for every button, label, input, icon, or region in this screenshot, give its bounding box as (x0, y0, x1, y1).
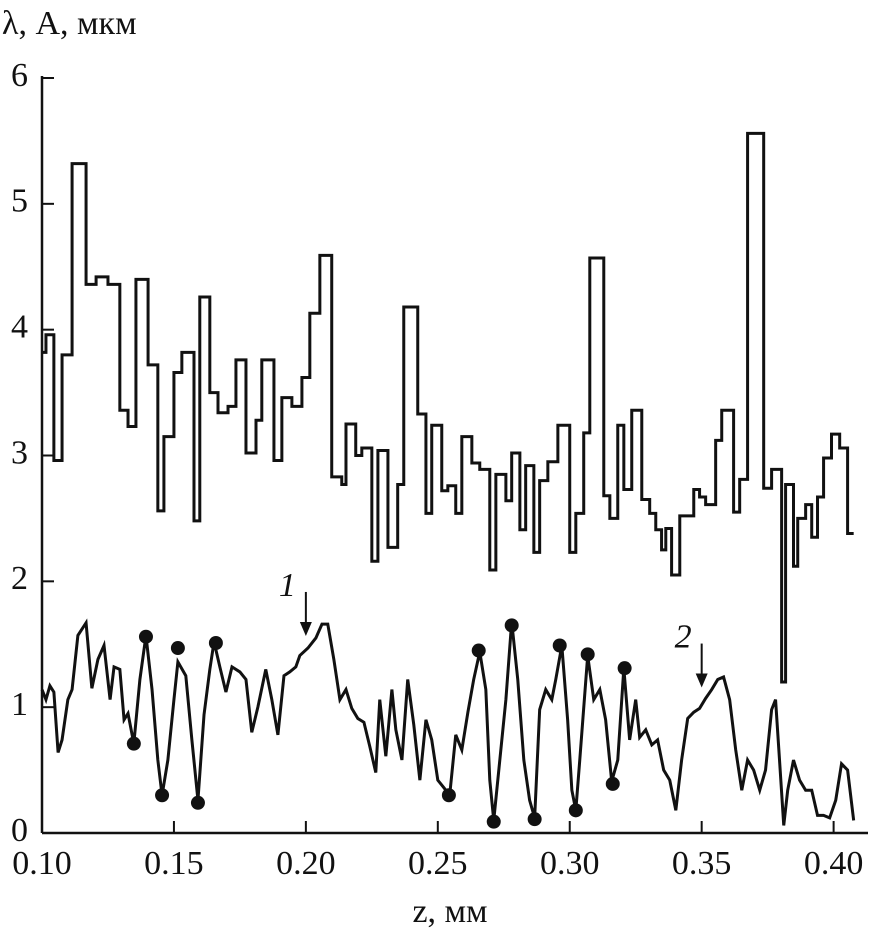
data-point (190, 795, 205, 810)
data-point (617, 661, 632, 676)
step-line (42, 131, 854, 684)
x-tick-label: 0.25 (408, 845, 468, 882)
x-tick-label: 0.10 (12, 845, 72, 882)
data-point (138, 629, 153, 644)
data-point (552, 638, 567, 653)
data-point (155, 788, 170, 803)
y-tick-label: 5 (11, 183, 28, 220)
y-tick-label: 0 (11, 812, 28, 849)
y-tick-label: 1 (11, 686, 28, 723)
y-tick-label: 6 (11, 57, 28, 94)
x-tick-label: 0.35 (672, 845, 732, 882)
annotation-arrowhead (695, 673, 708, 688)
data-point (486, 814, 501, 829)
data-point (170, 641, 185, 656)
x-tick-label: 0.30 (540, 845, 600, 882)
x-tick-label: 0.20 (276, 845, 336, 882)
data-point (208, 635, 223, 650)
annotation-label: 1 (279, 567, 296, 604)
data-point (504, 618, 519, 633)
data-point (471, 643, 486, 658)
x-tick-label: 0.40 (804, 845, 864, 882)
data-point (527, 812, 542, 827)
y-tick-label: 3 (11, 434, 28, 471)
y-tick-label: 4 (11, 308, 28, 345)
annotation-label: 2 (675, 618, 692, 655)
data-point (126, 736, 141, 751)
y-axis-title: λ, A, мкм (2, 5, 137, 42)
annotation-arrowhead (299, 621, 312, 636)
data-point (605, 776, 620, 791)
x-axis-title: z, мм (412, 893, 487, 930)
x-tick-label: 0.15 (144, 845, 204, 882)
y-tick-label: 2 (11, 560, 28, 597)
data-point (568, 803, 583, 818)
data-point (580, 647, 595, 662)
data-point (441, 788, 456, 803)
